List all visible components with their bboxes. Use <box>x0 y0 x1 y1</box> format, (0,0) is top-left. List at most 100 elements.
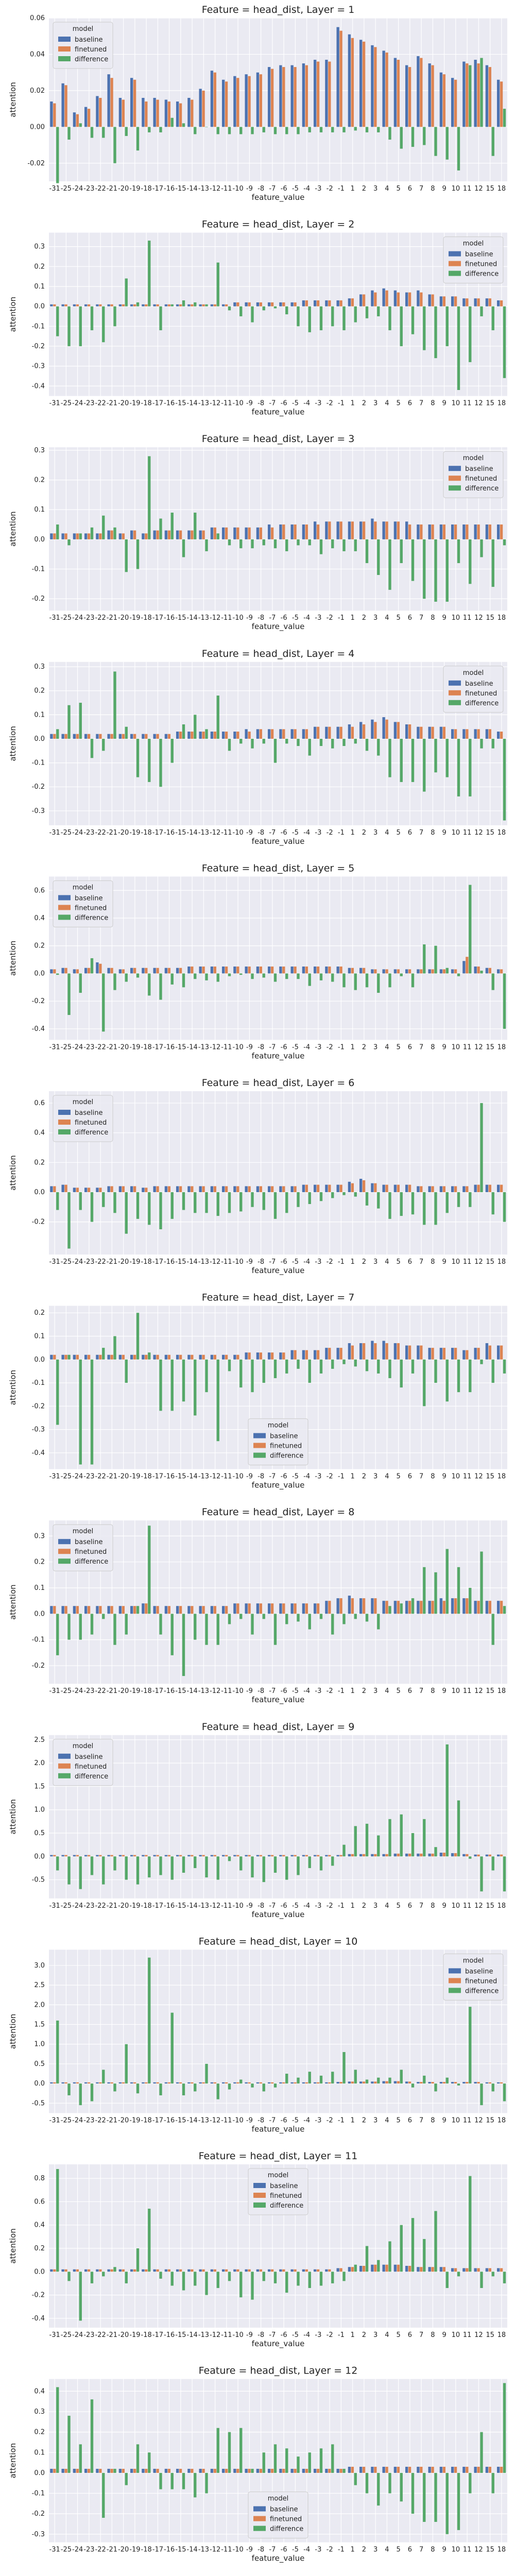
x-tick-label: 6 <box>408 2116 412 2124</box>
bar-finetuned <box>76 2082 79 2084</box>
bar-finetuned <box>213 1354 216 1360</box>
bar-difference <box>354 1192 357 1197</box>
x-tick-label: -25 <box>61 2546 72 2554</box>
bar-finetuned <box>500 300 503 307</box>
bar-finetuned <box>145 533 148 539</box>
bar-difference <box>90 306 94 331</box>
bar-baseline <box>107 1354 110 1360</box>
bar-finetuned <box>282 524 285 539</box>
bar-difference <box>331 1359 334 1369</box>
x-tick-label: -18 <box>141 829 152 837</box>
x-tick-label: -20 <box>118 1902 129 1910</box>
bar-baseline <box>359 1854 363 1857</box>
x-axis-label: feature_value <box>252 1051 305 1061</box>
bar-difference <box>90 1856 94 1875</box>
bar-finetuned <box>110 1186 113 1192</box>
y-tick-label: 0.2 <box>34 263 45 270</box>
bar-difference <box>491 973 494 990</box>
y-axis-label: attention <box>8 2014 18 2049</box>
bar-baseline <box>382 2264 385 2272</box>
bar-finetuned <box>339 1855 342 1857</box>
bar-finetuned <box>110 2269 113 2272</box>
bar-baseline <box>393 290 397 307</box>
x-tick-label: -23 <box>83 2331 94 2339</box>
bar-difference <box>79 2444 82 2473</box>
bar-baseline <box>176 530 179 539</box>
x-tick-label: -22 <box>95 1902 106 1910</box>
bar-finetuned <box>236 78 239 127</box>
bar-difference <box>194 1359 197 1416</box>
bar-finetuned <box>328 1601 331 1614</box>
bar-difference <box>331 2272 334 2283</box>
bar-difference <box>319 2272 323 2286</box>
x-tick-label: 12 <box>474 829 483 837</box>
bar-finetuned <box>305 2082 308 2084</box>
bar-difference <box>262 973 265 978</box>
bar-baseline <box>325 2468 328 2473</box>
bar-difference <box>273 2272 277 2283</box>
bar-baseline <box>50 101 53 127</box>
bar-difference <box>491 127 494 156</box>
bar-finetuned <box>316 300 320 307</box>
bar-baseline <box>474 1184 477 1192</box>
legend-swatch-baseline <box>58 895 71 901</box>
bar-difference <box>342 1359 346 1364</box>
bar-finetuned <box>248 2082 251 2084</box>
bar-finetuned <box>99 533 102 539</box>
bar-baseline <box>474 2268 477 2272</box>
x-axis-label: feature_value <box>252 1910 305 1920</box>
bar-difference <box>90 527 94 539</box>
bar-difference <box>285 2448 288 2473</box>
bar-finetuned <box>305 967 308 974</box>
x-tick-label: 9 <box>442 1043 446 1051</box>
bar-difference <box>400 973 403 976</box>
bar-baseline <box>187 1186 191 1192</box>
bar-difference <box>136 127 140 151</box>
bar-finetuned <box>213 1606 216 1614</box>
bar-difference <box>228 1192 231 1213</box>
bar-difference <box>125 1192 128 1234</box>
bar-finetuned <box>454 1598 457 1614</box>
y-tick-label: 0.4 <box>34 914 45 922</box>
x-tick-label: 11 <box>463 2331 472 2339</box>
bar-difference <box>354 1359 357 1367</box>
x-tick-label: 6 <box>408 185 412 193</box>
bar-baseline <box>439 72 443 127</box>
plot-background <box>49 662 507 825</box>
bar-baseline <box>417 2267 420 2272</box>
bar-baseline <box>382 521 385 539</box>
legend-swatch-baseline <box>58 37 71 42</box>
bar-difference <box>125 2472 128 2485</box>
bar-difference <box>331 2072 334 2084</box>
bar-difference <box>331 2444 334 2473</box>
bar-baseline <box>164 2468 168 2473</box>
bar-finetuned <box>362 2265 366 2272</box>
x-tick-label: -20 <box>118 1043 129 1051</box>
bar-finetuned <box>488 729 491 739</box>
bar-baseline <box>210 1354 214 1360</box>
bar-baseline <box>107 968 110 974</box>
x-tick-label: -4 <box>303 614 310 622</box>
bar-difference <box>365 973 369 988</box>
bar-difference <box>239 973 243 975</box>
bar-difference <box>56 524 59 539</box>
x-tick-label: -10 <box>233 1258 244 1266</box>
bar-finetuned <box>339 967 342 974</box>
x-tick-label: 2 <box>362 1258 366 1266</box>
bar-baseline <box>153 304 156 307</box>
bar-difference <box>434 738 437 773</box>
bar-finetuned <box>270 1855 274 1857</box>
bar-baseline <box>474 1348 477 1360</box>
x-tick-label: -1 <box>338 185 345 193</box>
bar-difference <box>205 1614 208 1645</box>
bar-finetuned <box>259 1352 262 1360</box>
x-tick-label: -14 <box>187 400 198 408</box>
x-tick-label: 4 <box>385 2331 389 2339</box>
bar-finetuned <box>64 2468 67 2473</box>
bar-difference <box>503 1606 506 1614</box>
bar-difference <box>170 1856 174 1880</box>
x-tick-label: -13 <box>198 614 209 622</box>
bar-finetuned <box>328 300 331 307</box>
bar-difference <box>469 1588 472 1614</box>
